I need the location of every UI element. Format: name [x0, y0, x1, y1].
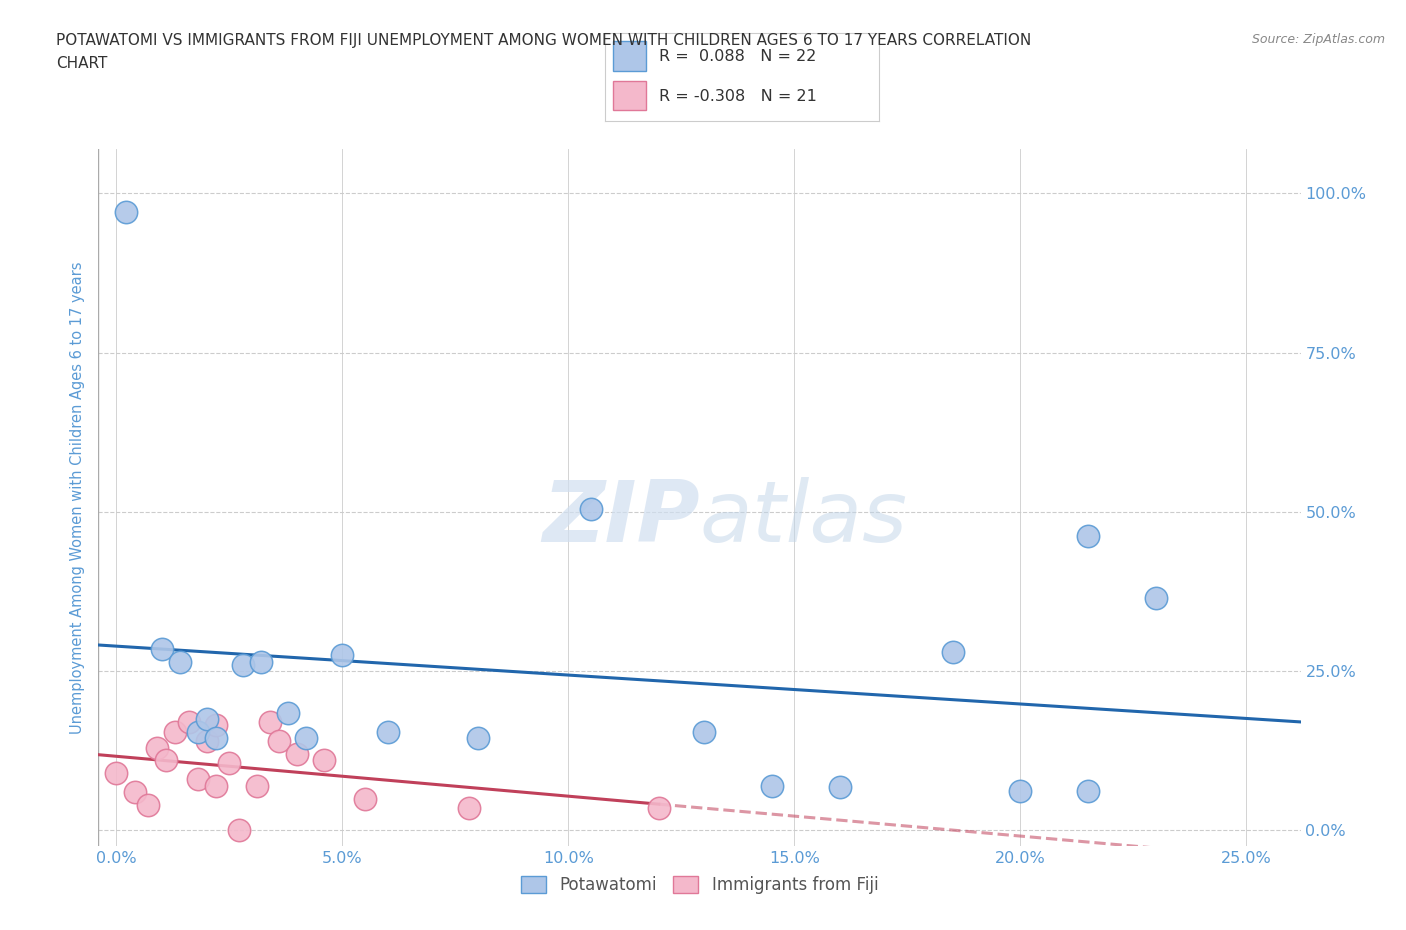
- Point: [155, 753, 177, 768]
- Point: [1077, 528, 1099, 543]
- Point: [195, 711, 218, 726]
- Point: [105, 765, 128, 780]
- Point: [205, 718, 228, 733]
- Text: R =  0.088   N = 22: R = 0.088 N = 22: [659, 49, 817, 64]
- Point: [124, 785, 146, 800]
- Point: [259, 714, 281, 729]
- Point: [285, 747, 308, 762]
- Text: POTAWATOMI VS IMMIGRANTS FROM FIJI UNEMPLOYMENT AMONG WOMEN WITH CHILDREN AGES 6: POTAWATOMI VS IMMIGRANTS FROM FIJI UNEMP…: [56, 33, 1032, 47]
- Point: [114, 205, 136, 219]
- Text: ZIP: ZIP: [541, 477, 700, 560]
- FancyBboxPatch shape: [613, 42, 645, 71]
- Point: [1010, 783, 1032, 798]
- Legend: Potawatomi, Immigrants from Fiji: Potawatomi, Immigrants from Fiji: [515, 870, 884, 901]
- Point: [195, 734, 218, 749]
- Point: [314, 753, 336, 768]
- Point: [648, 801, 671, 816]
- Point: [693, 724, 716, 739]
- Point: [169, 654, 191, 669]
- Text: CHART: CHART: [56, 56, 108, 71]
- Point: [150, 642, 173, 657]
- Point: [467, 731, 489, 746]
- Point: [277, 705, 299, 720]
- Point: [579, 501, 602, 516]
- Text: atlas: atlas: [700, 477, 907, 560]
- Point: [761, 778, 783, 793]
- Y-axis label: Unemployment Among Women with Children Ages 6 to 17 years: Unemployment Among Women with Children A…: [70, 261, 86, 734]
- Point: [187, 724, 209, 739]
- Point: [228, 823, 250, 838]
- Text: R = -0.308   N = 21: R = -0.308 N = 21: [659, 88, 817, 103]
- Point: [828, 779, 851, 794]
- Point: [165, 724, 187, 739]
- Point: [177, 714, 200, 729]
- Point: [1077, 783, 1099, 798]
- Point: [942, 644, 965, 659]
- Point: [250, 654, 273, 669]
- Point: [136, 797, 159, 812]
- Point: [246, 778, 269, 793]
- Point: [332, 648, 354, 663]
- Point: [218, 756, 240, 771]
- Point: [354, 791, 377, 806]
- Point: [295, 731, 318, 746]
- Point: [205, 778, 228, 793]
- Point: [377, 724, 399, 739]
- Point: [187, 772, 209, 787]
- Point: [458, 801, 481, 816]
- Point: [146, 740, 169, 755]
- Point: [269, 734, 291, 749]
- Point: [1144, 591, 1167, 605]
- Point: [205, 731, 228, 746]
- FancyBboxPatch shape: [613, 81, 645, 111]
- Text: Source: ZipAtlas.com: Source: ZipAtlas.com: [1251, 33, 1385, 46]
- Point: [232, 658, 254, 672]
